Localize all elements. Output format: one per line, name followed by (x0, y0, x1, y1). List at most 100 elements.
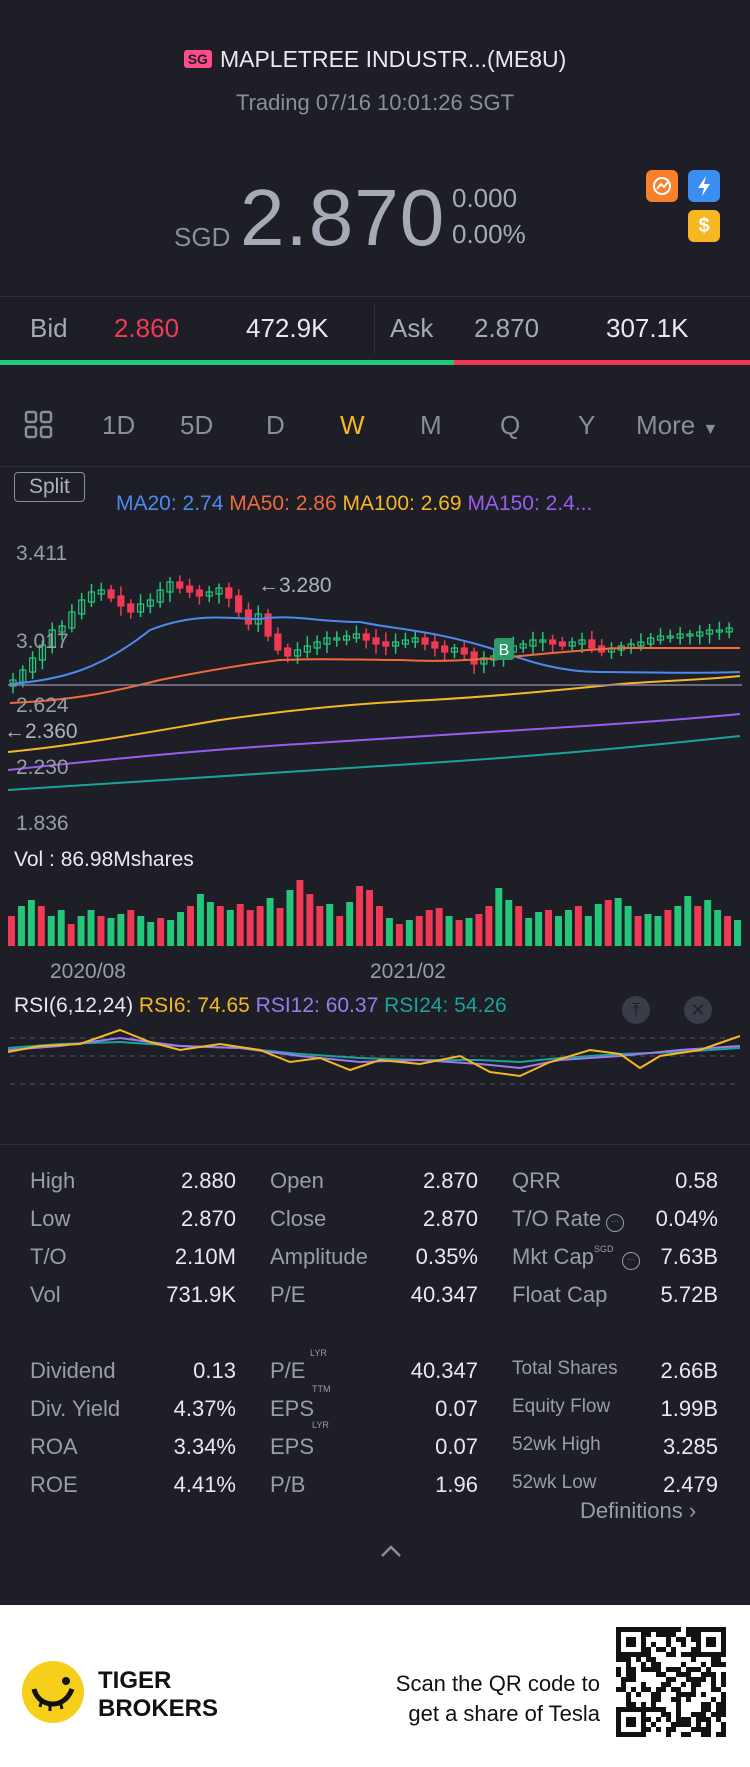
superscript-tag: LYR (312, 1420, 329, 1430)
tab-1d[interactable]: 1D (102, 409, 136, 440)
y-label-2: 3.017 (16, 630, 69, 653)
volume-bar (346, 902, 354, 946)
chevron-up-icon[interactable] (380, 1544, 402, 1563)
rsi-chart (7, 1028, 741, 1085)
stat-value: 0.07 (435, 1434, 478, 1459)
tab-5d[interactable]: 5D (180, 409, 214, 440)
ma150-label: MA150: 2.4... (467, 492, 593, 515)
stat-value: 2.880 (180, 1168, 236, 1193)
close-icon[interactable]: ✕ (684, 996, 712, 1024)
stat-label: Open (270, 1168, 324, 1193)
tab-q[interactable]: Q (500, 409, 521, 440)
stat-value: 731.9K (166, 1282, 236, 1307)
candlestick-chart[interactable]: B (0, 530, 750, 840)
volume-bars (8, 880, 741, 946)
candle-body (136, 603, 145, 613)
volume-bar (336, 916, 344, 946)
volume-bar (684, 896, 692, 946)
candle-body (362, 633, 370, 641)
volume-bar (316, 906, 324, 946)
ask-label: Ask (390, 312, 434, 343)
volume-bar (535, 912, 543, 946)
candle-body (715, 629, 723, 633)
candle-body (146, 599, 154, 607)
stat-label: Total Shares (512, 1358, 618, 1379)
stat-value: 40.347 (410, 1282, 478, 1307)
candle-body (166, 581, 174, 593)
arrow-left-icon: ← (258, 574, 279, 597)
candle-body (352, 633, 360, 639)
candle-body (195, 589, 204, 597)
ask-label-wrap: Ask (390, 296, 433, 360)
candle-body (401, 639, 410, 645)
volume-bar (545, 910, 553, 946)
brand-line-1: TIGER (98, 1667, 172, 1694)
split-button[interactable]: Split (14, 472, 85, 502)
volume-bar (97, 916, 105, 946)
info-icon[interactable]: ··· (622, 1252, 640, 1270)
candle-body (78, 599, 86, 615)
stat-value: 2.66B (660, 1358, 719, 1383)
y-label-3: 2.624 (16, 694, 69, 717)
volume-bar (266, 898, 274, 946)
rsi24-label: RSI24: 54.26 (384, 994, 507, 1017)
superscript-tag: TTM (312, 1384, 331, 1394)
y-label-4: 2.230 (16, 756, 69, 779)
stat-value: 5.72B (660, 1282, 719, 1307)
tab-w[interactable]: W (340, 409, 365, 440)
candle-body (411, 637, 419, 643)
volume-bar (654, 916, 662, 946)
dollar-icon[interactable]: $ (688, 210, 720, 242)
market-badge: SG (183, 50, 212, 68)
pin-top-icon[interactable]: ⤒ (622, 996, 650, 1024)
volume-bar (624, 906, 632, 946)
ma20-label: MA20: 2.74 (116, 492, 224, 515)
volume-bar (455, 920, 463, 946)
change-value: 0.000 (452, 183, 518, 213)
tab-m[interactable]: M (420, 409, 442, 440)
candle-body (460, 647, 468, 655)
stat-value: 2.870 (422, 1168, 478, 1193)
chart-badge-icon[interactable] (646, 170, 678, 202)
stat-label: ROA (30, 1434, 78, 1459)
tab-y[interactable]: Y (578, 409, 596, 440)
volume-bar (704, 900, 712, 946)
candle-body (676, 633, 684, 639)
definitions-link[interactable]: Definitions › (580, 1498, 696, 1524)
rsi-title: RSI(6,12,24) (14, 994, 134, 1017)
volume-bar (505, 900, 513, 946)
info-icon[interactable]: ··· (606, 1214, 624, 1232)
ask-size-wrap: 307.1K (606, 296, 688, 360)
candle-body (313, 641, 321, 649)
volume-label: Vol : 86.98Mshares (14, 848, 194, 871)
tab-d[interactable]: D (266, 409, 285, 440)
candle-body (725, 627, 733, 633)
candle-body (225, 587, 233, 599)
candle-body (519, 643, 527, 649)
candle-body (303, 645, 311, 653)
candle-body (48, 629, 56, 648)
currency-label: SGD (174, 222, 231, 252)
tab-more[interactable]: More ▼ (636, 410, 718, 441)
candle-body (333, 637, 341, 641)
stat-value: 40.347 (410, 1358, 478, 1383)
candle-body (686, 633, 694, 637)
stat-value: 0.07 (435, 1396, 478, 1421)
volume-bar (634, 916, 642, 946)
lightning-icon[interactable] (688, 170, 720, 202)
b-badge-marker[interactable]: B (494, 638, 514, 660)
ask-price-wrap: 2.870 (474, 296, 539, 360)
volume-bar (256, 906, 264, 946)
y-label-bottom: 1.836 (16, 812, 69, 835)
candle-body (284, 647, 292, 657)
promo-line-2: get a share of Tesla (408, 1701, 600, 1726)
ma50-line (9, 646, 740, 704)
stat-label: T/O (30, 1244, 67, 1269)
candle-body (244, 609, 253, 625)
layout-grid-icon[interactable] (24, 410, 54, 445)
volume-bar (236, 904, 244, 946)
volume-bar (67, 924, 75, 946)
volume-bar (226, 910, 234, 946)
rsi6-label: RSI6: 74.65 (138, 994, 250, 1017)
brand-name: TIGER BROKERS (98, 1667, 218, 1723)
